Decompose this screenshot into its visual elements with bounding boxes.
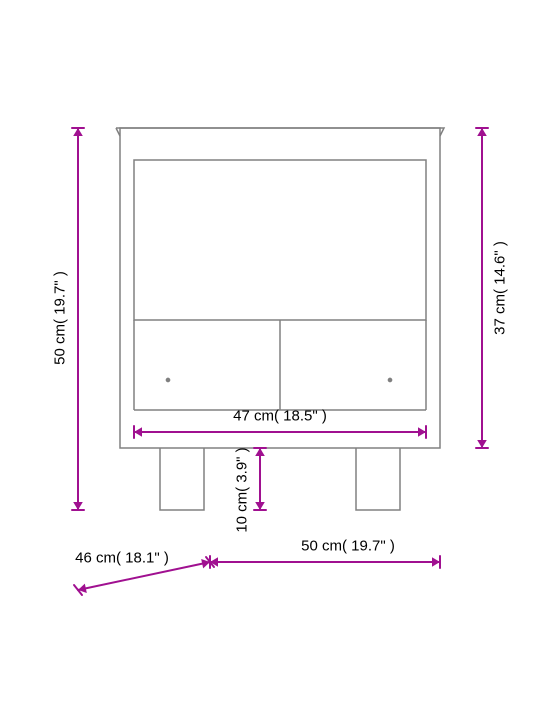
diagram-stage: 50 cm( 19.7" ) 37 cm( 14.6" ) 10 cm( 3.9" … <box>0 0 540 720</box>
dim-label-height-total: 50 cm( 19.7" ) <box>53 271 68 365</box>
diagram-svg <box>0 0 540 720</box>
dim-label-outer-width: 50 cm( 19.7" ) <box>301 539 395 554</box>
dim-label-height-body: 37 cm( 14.6" ) <box>493 241 508 335</box>
dim-label-inner-width: 47 cm( 18.5" ) <box>233 409 327 424</box>
dim-label-depth: 46 cm( 18.1" ) <box>75 551 169 566</box>
dim-label-leg-height: 10 cm( 3.9" ) <box>235 447 250 532</box>
